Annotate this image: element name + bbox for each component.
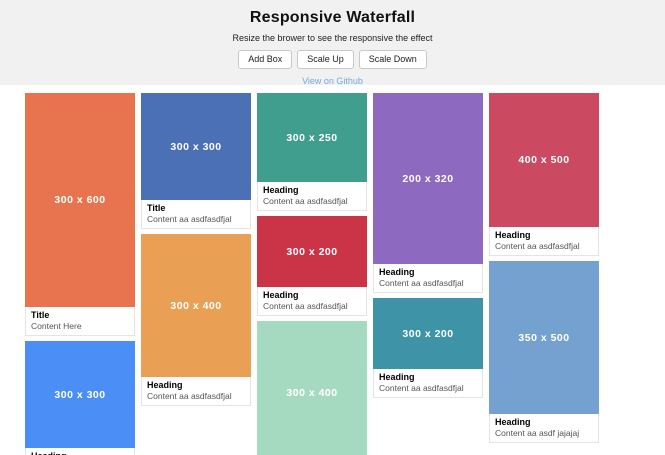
waterfall-card: 300 x 400 Heading Content aa asdfasdfjal xyxy=(141,234,251,406)
waterfall-card: 400 x 500 Heading Content aa asdfasdfjal xyxy=(489,93,599,256)
card-image-placeholder: 350 x 500 xyxy=(489,261,599,414)
waterfall-column: 300 x 250 Heading Content aa asdfasdfjal 30… xyxy=(257,93,367,455)
page-header: Responsive Waterfall Resize the brower t… xyxy=(0,0,665,86)
card-image-placeholder: 300 x 250 xyxy=(257,93,367,182)
card-heading: Heading xyxy=(147,380,183,390)
card-heading: Heading xyxy=(379,372,415,382)
add-box-button[interactable]: Add Box xyxy=(238,50,293,69)
card-caption: Heading Content aa asdfasdfjal xyxy=(489,227,599,256)
card-caption: Title Content Here xyxy=(25,307,135,336)
waterfall-column: 200 x 320 Heading Content aa asdfasdfjal 30… xyxy=(373,93,483,398)
card-content: Content aa asdfasdfjal xyxy=(147,391,232,401)
card-dimension-label: 300 x 300 xyxy=(170,140,222,153)
card-dimension-label: 300 x 300 xyxy=(54,388,106,401)
card-caption: Heading xyxy=(25,448,135,455)
card-dimension-label: 300 x 400 xyxy=(170,299,222,312)
card-image-placeholder: 300 x 300 xyxy=(141,93,251,200)
card-caption: Heading Content aa asdfasdfjal xyxy=(373,264,483,293)
card-image-placeholder: 200 x 320 xyxy=(373,93,483,264)
waterfall-card: 300 x 250 Heading Content aa asdfasdfjal xyxy=(257,93,367,211)
card-image-placeholder: 300 x 400 xyxy=(141,234,251,377)
page-title: Responsive Waterfall xyxy=(249,9,416,26)
card-caption: Heading Content aa asdfasdfjal xyxy=(257,182,367,211)
card-dimension-label: 300 x 200 xyxy=(286,245,338,258)
waterfall-card: 350 x 500 Heading Content aa asdf jajajaj xyxy=(489,261,599,443)
card-caption: Heading Content aa asdfasdfjal xyxy=(141,377,251,406)
card-heading: Heading xyxy=(495,230,531,240)
card-caption: Heading Content aa asdf jajajaj xyxy=(489,414,599,443)
scale-down-button[interactable]: Scale Down xyxy=(358,50,427,69)
card-dimension-label: 200 x 320 xyxy=(402,172,454,185)
github-link-row: View on Github xyxy=(0,69,665,89)
card-heading: Heading xyxy=(31,451,129,455)
card-image-placeholder: 300 x 300 xyxy=(25,341,135,448)
card-dimension-label: 300 x 200 xyxy=(402,327,454,340)
card-content: Content aa asdf jajajaj xyxy=(495,428,580,438)
card-dimension-label: 300 x 400 xyxy=(286,386,338,399)
card-heading: Heading xyxy=(495,417,531,427)
waterfall-card: 200 x 320 Heading Content aa asdfasdfjal xyxy=(373,93,483,293)
waterfall-column: 400 x 500 Heading Content aa asdfasdfjal 35… xyxy=(489,93,599,443)
waterfall-card: 300 x 200 Heading Content aa asdfasdfjal xyxy=(257,216,367,316)
scale-up-button[interactable]: Scale Up xyxy=(297,50,354,69)
card-content: Content aa asdfasdfjal xyxy=(263,301,348,311)
button-row: Add Box Scale Up Scale Down xyxy=(0,50,665,69)
card-heading: Heading xyxy=(263,290,299,300)
github-link[interactable]: View on Github xyxy=(302,76,363,86)
card-caption: Heading Content aa asdfasdfjal xyxy=(373,369,483,398)
card-heading: Title xyxy=(31,310,50,320)
waterfall-card: 300 x 300 Heading xyxy=(25,341,135,455)
card-content: Content aa asdfasdfjal xyxy=(379,278,464,288)
card-content: Content aa asdfasdfjal xyxy=(495,241,580,251)
card-content: Content aa asdfasdfjal xyxy=(147,214,232,224)
card-dimension-label: 300 x 600 xyxy=(54,194,106,206)
card-dimension-label: 350 x 500 xyxy=(518,331,570,344)
card-image-placeholder: 400 x 500 xyxy=(489,93,599,227)
card-caption: Heading Content aa asdfasdfjal xyxy=(257,287,367,316)
card-dimension-label: 300 x 250 xyxy=(286,131,338,144)
waterfall-card: 300 x 600 Title Content Here xyxy=(25,93,135,336)
card-heading: Heading xyxy=(263,185,299,195)
waterfall-card: 300 x 300 Title Content aa asdfasdfjal xyxy=(141,93,251,229)
card-image-placeholder: 300 x 600 xyxy=(25,93,135,307)
card-content: Content aa asdfasdfjal xyxy=(379,383,464,393)
waterfall-card: 300 x 400 xyxy=(257,321,367,455)
card-heading: Heading xyxy=(379,267,415,277)
card-caption: Title Content aa asdfasdfjal xyxy=(141,200,251,229)
waterfall-column: 300 x 300 Title Content aa asdfasdfjal 300 … xyxy=(141,93,251,406)
card-content: Content Here xyxy=(31,321,82,331)
card-image-placeholder: 300 x 400 xyxy=(257,321,367,455)
card-content: Content aa asdfasdfjal xyxy=(263,196,348,206)
card-heading: Title xyxy=(147,203,166,213)
card-image-placeholder: 300 x 200 xyxy=(257,216,367,287)
card-image-placeholder: 300 x 200 xyxy=(373,298,483,369)
card-dimension-label: 400 x 500 xyxy=(518,154,570,166)
waterfall-card: 300 x 200 Heading Content aa asdfasdfjal xyxy=(373,298,483,398)
page-subtitle: Resize the brower to see the responsive … xyxy=(232,33,433,43)
